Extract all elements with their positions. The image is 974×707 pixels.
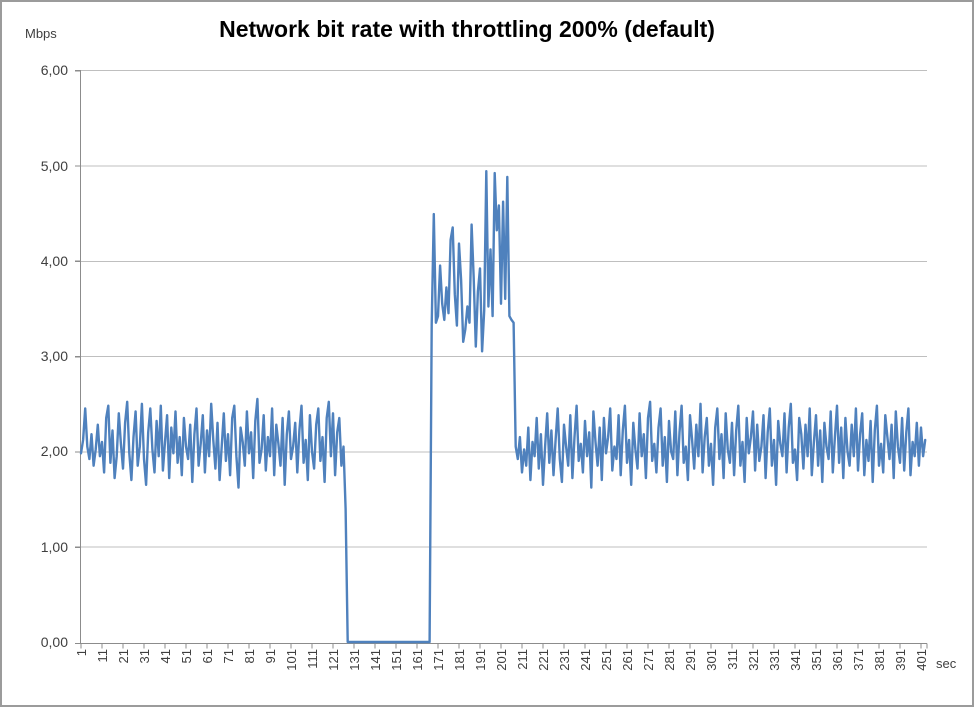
gridlines <box>81 70 927 548</box>
x-tick-label: 221 <box>535 649 551 671</box>
x-tick-label: 191 <box>472 649 488 671</box>
x-tick-label: 311 <box>724 649 740 670</box>
x-tick-label: 141 <box>367 649 383 671</box>
x-tick-label: 121 <box>325 649 341 671</box>
series-line <box>79 169 927 644</box>
x-tick-label: 31 <box>136 649 152 664</box>
x-tick-label: 391 <box>892 649 908 671</box>
axes <box>75 70 928 649</box>
x-tick-label: 321 <box>745 649 761 671</box>
x-tick-label: 241 <box>577 649 593 671</box>
x-tick-label: 361 <box>829 649 845 671</box>
x-tick-label: 331 <box>766 649 782 671</box>
y-tick-label: 4,00 <box>40 252 68 269</box>
x-tick-label: 181 <box>451 649 467 671</box>
x-tick-label: 161 <box>409 649 425 671</box>
x-tick-label: 101 <box>283 649 299 671</box>
x-tick-label: 91 <box>262 649 278 664</box>
x-tick-label: 351 <box>808 649 824 671</box>
x-tick-label: 211 <box>514 649 530 670</box>
x-tick-label: 271 <box>640 649 656 671</box>
x-tick-label: 301 <box>703 649 719 671</box>
x-tick-label: 341 <box>787 649 803 671</box>
y-tick-label: 6,00 <box>40 62 68 79</box>
x-tick-label: 1 <box>73 649 89 657</box>
x-tick-label: 171 <box>430 649 446 671</box>
x-tick-label: 11 <box>94 649 110 663</box>
x-tick-label: 71 <box>220 649 236 664</box>
y-tick-label: 0,00 <box>40 634 68 650</box>
x-tick-label: 61 <box>199 649 215 664</box>
x-tick-label: 131 <box>346 649 362 671</box>
y-tick-label: 1,00 <box>40 538 68 555</box>
x-tick-label: 401 <box>913 649 929 671</box>
x-tick-label: 261 <box>619 649 635 671</box>
x-tick-label: 41 <box>157 649 173 664</box>
x-tick-label: 381 <box>871 649 887 671</box>
x-tick-label: 281 <box>661 649 677 671</box>
x-tick-label: 111 <box>304 649 320 669</box>
x-tick-label: 81 <box>241 649 257 664</box>
chart-title: Network bit rate with throttling 200% (d… <box>219 16 715 42</box>
y-axis-unit-label: Mbps <box>25 26 57 41</box>
x-tick-label: 251 <box>598 649 614 671</box>
x-tick-label: 291 <box>682 649 698 671</box>
x-axis-unit-label: sec <box>936 656 957 671</box>
x-tick-label: 371 <box>850 649 866 671</box>
y-tick-label: 5,00 <box>40 157 68 174</box>
y-tick-label: 3,00 <box>40 348 68 365</box>
x-tick-label: 21 <box>115 649 131 664</box>
y-tick-label: 2,00 <box>40 443 68 460</box>
x-tick-label: 51 <box>178 649 194 664</box>
x-tick-label: 201 <box>493 649 509 671</box>
x-tick-label: 231 <box>556 649 572 671</box>
x-tick-label: 151 <box>388 649 404 671</box>
